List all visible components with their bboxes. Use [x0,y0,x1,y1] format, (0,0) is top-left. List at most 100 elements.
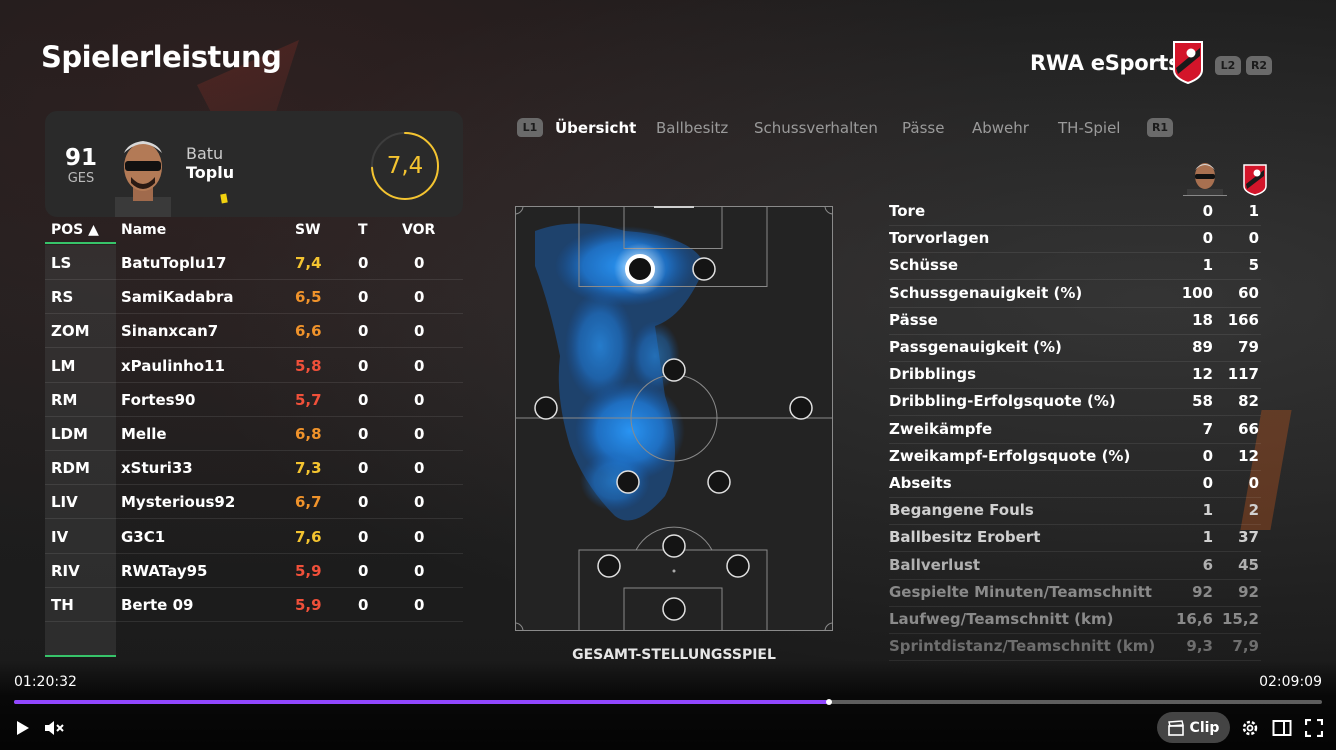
row-goals: 0 [358,254,369,272]
stat-row: Ballverlust 6 45 [889,552,1261,580]
stat-label: Dribblings [889,365,977,384]
current-time: 01:20:32 [14,674,77,690]
l2-button[interactable]: L2 [1215,56,1241,75]
column-header-pos[interactable]: POS ▲ [51,222,99,238]
row-goals: 0 [358,596,369,614]
row-assists: 0 [414,596,425,614]
stat-player-value: 0 [1202,229,1213,248]
table-row[interactable]: LDM Melle 6,8 0 0 [45,416,463,451]
row-player-name: RWATay95 [121,561,208,580]
tab-abwehr[interactable]: Abwehr [972,119,1029,137]
overall-label: GES [67,171,95,186]
stat-team-value: 92 [1238,582,1259,601]
heatmap-label: GESAMT-STELLUNGSSPIEL [572,647,776,663]
play-icon[interactable] [10,716,34,740]
row-rating: 5,7 [295,390,322,409]
table-row[interactable]: TH Berte 09 5,9 0 0 [45,587,463,622]
stat-label: Tore [889,202,926,220]
table-row[interactable]: IV G3C1 7,6 0 0 [45,519,463,554]
stat-player-value: 9,3 [1186,637,1213,656]
page-title: Spielerleistung [41,40,282,74]
table-row[interactable]: RS SamiKadabra 6,5 0 0 [45,279,463,315]
table-row[interactable]: LIV Mysterious92 6,7 0 0 [45,484,463,520]
row-position: RIV [51,561,80,580]
row-goals: 0 [358,527,369,546]
stat-label: Schüsse [889,256,959,275]
seek-bar-handle[interactable] [825,699,832,705]
stat-player-value: 1 [1202,528,1213,547]
row-player-name: Fortes90 [121,390,196,409]
player-marker [726,554,750,578]
tab-paesse[interactable]: Pässe [902,119,945,137]
stat-label: Begangene Fouls [889,501,1034,520]
stat-label: Ballverlust [889,555,981,574]
r1-button[interactable]: R1 [1147,118,1173,137]
r2-button[interactable]: R2 [1246,56,1272,75]
settings-icon[interactable] [1238,716,1262,740]
column-header-vor[interactable]: VOR [402,222,436,238]
team-column-icon [1243,164,1267,196]
stat-player-value: 12 [1192,365,1213,384]
row-rating: 5,9 [295,561,322,580]
sort-indicator [45,242,116,244]
stat-player-value: 7 [1202,419,1213,438]
yellow-card-icon [220,193,228,204]
theatre-mode-icon[interactable] [1270,716,1294,740]
mute-icon[interactable] [42,716,66,740]
table-row[interactable]: ZOM Sinanxcan7 6,6 0 0 [45,313,463,349]
row-player-name: Sinanxcan7 [121,322,219,341]
row-assists: 0 [414,493,425,512]
row-position: LIV [51,493,78,512]
table-row[interactable]: LM xPaulinho11 5,8 0 0 [45,348,463,383]
tab-uebersicht[interactable]: Übersicht [555,119,637,137]
row-position: LDM [51,425,88,443]
table-row[interactable]: RM Fortes90 5,7 0 0 [45,382,463,417]
clip-button[interactable]: Clip [1157,712,1230,743]
row-goals: 0 [358,459,369,478]
stat-team-value: 2 [1248,501,1259,520]
row-assists: 0 [414,254,425,272]
row-goals: 0 [358,390,369,409]
clapperboard-icon [1167,719,1184,736]
stat-team-value: 79 [1238,338,1259,356]
row-position: RS [51,288,74,307]
stat-label: Dribbling-Erfolgsquote (%) [889,392,1116,411]
l1-button[interactable]: L1 [517,118,543,137]
row-player-name: Melle [121,425,167,443]
seek-bar[interactable] [14,699,1322,705]
column-header-t[interactable]: T [358,222,368,238]
row-player-name: Berte 09 [121,596,194,614]
row-rating: 6,5 [295,288,322,307]
row-position: LS [51,254,72,272]
positioning-heatmap [515,206,833,631]
row-position: TH [51,596,74,614]
column-header-sw[interactable]: SW [295,222,321,238]
row-player-name: BatuToplu17 [121,254,227,272]
row-goals: 0 [358,561,369,580]
row-rating: 6,8 [295,425,322,443]
table-row[interactable]: LS BatuToplu17 7,4 0 0 [45,245,463,280]
table-row[interactable]: RDM xSturi33 7,3 0 0 [45,450,463,486]
player-marker [662,534,686,558]
row-assists: 0 [414,322,425,341]
stat-team-value: 5 [1248,256,1259,275]
row-assists: 0 [414,459,425,478]
row-position: RM [51,390,78,409]
row-assists: 0 [414,356,425,375]
tab-schussverhalten[interactable]: Schussverhalten [754,119,878,137]
fullscreen-icon[interactable] [1302,716,1326,740]
stat-row: Schussgenauigkeit (%) 100 60 [889,280,1261,308]
column-header-name[interactable]: Name [121,222,167,238]
pos-column-highlight [45,245,116,657]
player-rating: 7,4 [386,153,424,179]
stat-player-value: 58 [1192,392,1213,411]
tab-ballbesitz[interactable]: Ballbesitz [656,119,729,137]
row-position: IV [51,527,69,546]
stat-team-value: 66 [1238,419,1259,438]
table-row[interactable]: RIV RWATay95 5,9 0 0 [45,553,463,588]
team-name: RWA eSports [1030,51,1181,75]
sort-indicator [45,655,116,657]
player-card: 91 GES Batu Toplu [45,111,463,217]
row-player-name: SamiKadabra [121,288,234,307]
tab-th-spiel[interactable]: TH-Spiel [1058,119,1121,137]
